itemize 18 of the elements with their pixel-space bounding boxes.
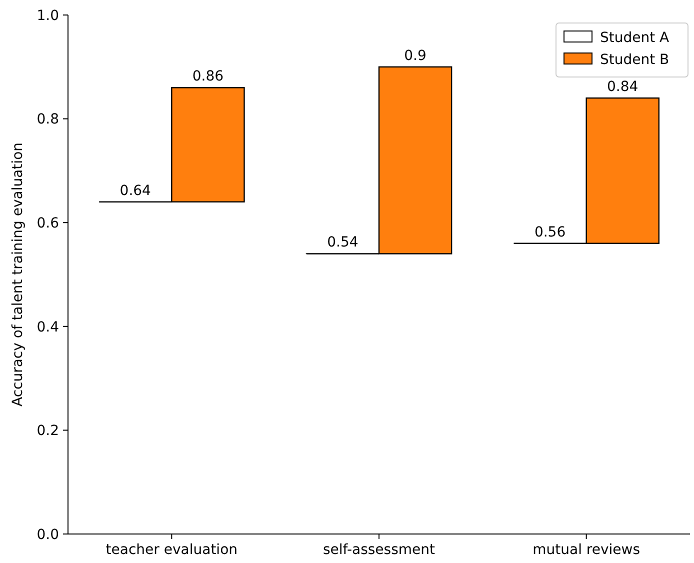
data-label: 0.86 [192,68,224,85]
legend-label: Student B [600,52,670,68]
x-tick-label: mutual reviews [532,542,640,558]
y-tick-label: 0.6 [36,216,60,232]
y-tick-label: 0.2 [36,423,59,440]
data-label: 0.64 [120,182,152,199]
data-label: 0.54 [327,234,358,251]
data-label: 0.56 [534,224,566,240]
data-label: 0.84 [607,79,638,96]
y-axis-title: Accuracy of talent training evaluation [10,142,26,407]
x-tick-label: self-assessment [323,542,436,558]
data-label: 0.9 [404,48,426,64]
y-tick-label: 0.0 [36,526,59,543]
legend-label: Student A [600,30,670,46]
x-tick-label: teacher evaluation [106,542,238,558]
y-tick-label: 1.0 [36,8,59,24]
y-tick-label: 0.8 [36,112,59,128]
y-tick-label: 0.4 [36,319,60,336]
